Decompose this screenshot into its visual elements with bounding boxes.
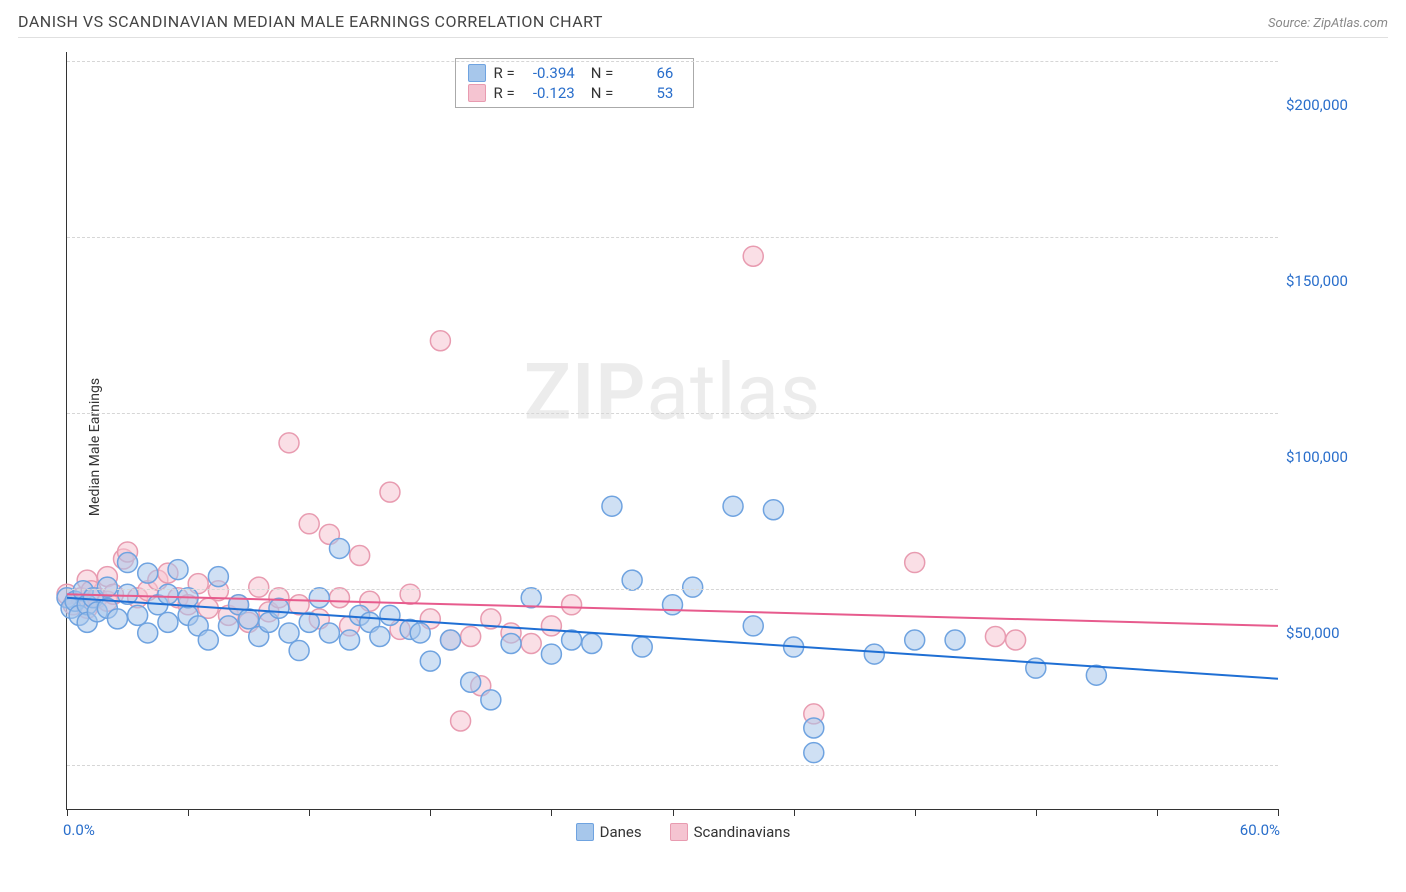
x-tick <box>1157 809 1158 816</box>
x-tick <box>67 809 68 816</box>
legend-item-scand: Scandinavians <box>670 823 791 841</box>
chart-title: DANISH VS SCANDINAVIAN MEDIAN MALE EARNI… <box>18 12 603 31</box>
x-tick <box>1278 809 1279 816</box>
legend-swatch-scand <box>670 823 688 841</box>
x-tick-label: 0.0% <box>63 821 95 839</box>
chart-source: Source: ZipAtlas.com <box>1268 16 1388 31</box>
x-tick <box>794 809 795 816</box>
legend-label-danes: Danes <box>600 823 642 841</box>
x-tick <box>551 809 552 816</box>
plot-area: ZIPatlas R = -0.394 N = 66 R = -0.123 N … <box>66 52 1278 810</box>
x-tick <box>915 809 916 816</box>
x-tick <box>309 809 310 816</box>
legend: Danes Scandinavians <box>576 823 791 841</box>
legend-label-scand: Scandinavians <box>694 823 791 841</box>
chart-header: DANISH VS SCANDINAVIAN MEDIAN MALE EARNI… <box>18 12 1388 38</box>
x-tick <box>1036 809 1037 816</box>
legend-item-danes: Danes <box>576 823 642 841</box>
x-tick <box>188 809 189 816</box>
y-tick-label: $200,000 <box>1286 96 1382 114</box>
x-tick <box>430 809 431 816</box>
y-tick-label: $50,000 <box>1286 624 1382 642</box>
y-tick-label: $150,000 <box>1286 272 1382 290</box>
x-tick <box>673 809 674 816</box>
trend-lines-layer <box>67 52 1278 809</box>
legend-swatch-danes <box>576 823 594 841</box>
y-tick-label: $100,000 <box>1286 448 1382 466</box>
x-tick-label: 60.0% <box>1240 821 1280 839</box>
chart-container: Median Male Earnings ZIPatlas R = -0.394… <box>18 42 1388 852</box>
